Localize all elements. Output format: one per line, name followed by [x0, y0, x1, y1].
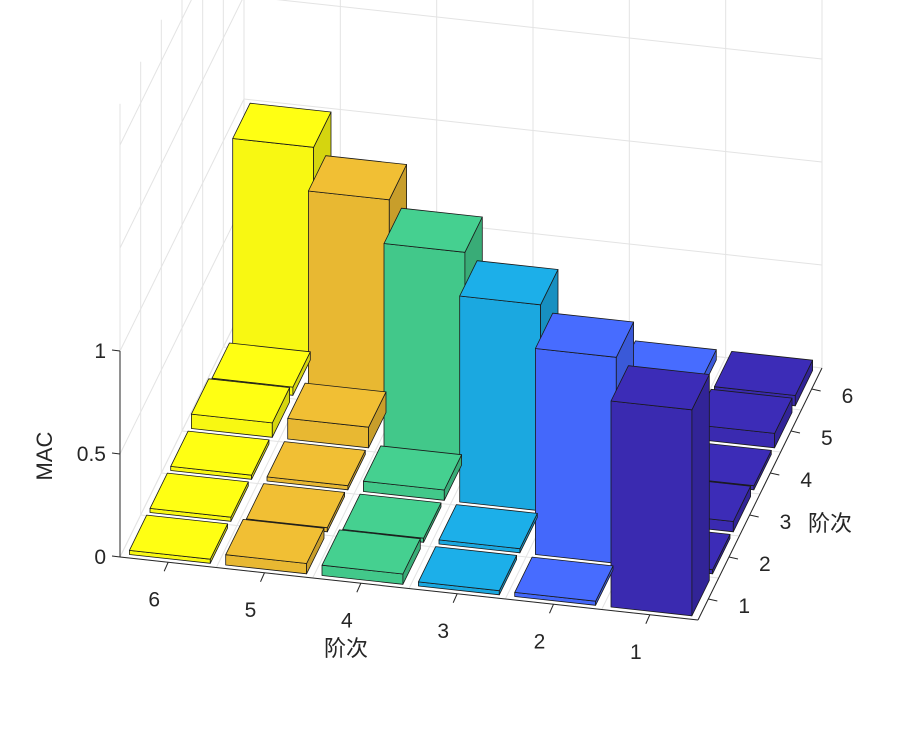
x-axis-label: 阶次	[324, 637, 368, 662]
bar-top-face	[307, 155, 408, 201]
bar-top-face	[459, 260, 559, 306]
y-tick-mark	[770, 472, 780, 476]
bar-top-face	[266, 441, 366, 487]
y-tick-label: 4	[800, 469, 812, 492]
bar-front-face	[383, 243, 466, 459]
x-tick-mark	[549, 604, 554, 614]
bar-front-face	[307, 190, 390, 407]
z-tick-label: 0	[94, 546, 106, 569]
z-tick-label: 1	[94, 340, 106, 363]
x-axis-line	[119, 556, 699, 621]
bar-x6-y4	[190, 378, 291, 438]
z-tick-mark	[111, 555, 121, 558]
bar-x5-y1	[225, 519, 325, 575]
y-axis-label: 阶次	[808, 512, 852, 537]
y-tick-mark	[749, 514, 759, 518]
x-tick-mark	[260, 572, 265, 582]
y-axis-line	[697, 367, 823, 621]
bar-top-face	[417, 546, 517, 592]
bar-x6-y3	[170, 430, 270, 480]
bar-top-face	[714, 350, 813, 396]
z-tick-mark	[111, 452, 121, 455]
bar-x5-y4	[287, 382, 387, 449]
bar-top-face	[362, 445, 463, 491]
bar-top-face	[610, 365, 710, 411]
bar-top-face	[514, 556, 614, 602]
bar-top-face	[342, 493, 442, 539]
x-tick-mark	[645, 614, 651, 624]
y-tick-label: 1	[738, 595, 750, 618]
bar-top-face	[170, 430, 270, 476]
label-layer: MAC 阶次 阶次	[32, 431, 852, 662]
x-tick-mark	[163, 562, 169, 572]
z-tick-mark	[111, 349, 121, 352]
y-tick-mark	[811, 388, 821, 392]
bar-top-face	[149, 472, 249, 518]
bar-x1-y5	[693, 388, 793, 449]
bar-x1-y1	[610, 365, 710, 617]
bar-x4-y3	[362, 445, 463, 501]
bar-x4-y1	[321, 529, 421, 585]
x-tick-label: 1	[630, 641, 642, 664]
bar-x3-y2	[438, 504, 538, 554]
y-tick-mark	[790, 430, 801, 434]
bar-top-face	[232, 102, 332, 148]
bar-front-face	[459, 295, 541, 512]
y-tick-label: 6	[842, 385, 854, 408]
bar-x3-y1	[417, 546, 517, 596]
bar-front-face	[232, 138, 315, 354]
x-tick-label: 5	[245, 599, 257, 622]
bar-top-face	[245, 483, 346, 529]
bar-x5-y3	[266, 441, 366, 491]
y-tick-label: 2	[759, 553, 771, 576]
y-tick-label: 3	[780, 511, 792, 534]
bar-top-face	[225, 519, 325, 564]
bar-x6-y2	[149, 472, 249, 522]
bar-top-face	[128, 514, 229, 560]
bar-front-face	[535, 348, 617, 564]
x-tick-label: 2	[534, 630, 546, 653]
bar-top-face	[383, 207, 483, 253]
x-tick-mark	[452, 593, 458, 603]
y-tick-mark	[708, 598, 718, 602]
z-axis-label: MAC	[32, 431, 57, 480]
y-tick-label: 5	[821, 427, 833, 450]
x-tick-label: 3	[437, 620, 449, 643]
x-tick-mark	[356, 583, 362, 593]
bar-side-face	[691, 374, 710, 617]
bar-top-face	[190, 378, 291, 424]
bar-top-face	[211, 342, 311, 388]
bar-top-face	[535, 312, 634, 358]
bar-x2-y1	[514, 556, 614, 606]
x-tick-label: 4	[341, 609, 353, 632]
bar-front-face	[610, 400, 693, 617]
z-tick-label: 0.5	[77, 443, 106, 466]
bar-top-face	[438, 504, 538, 550]
y-tick-mark	[728, 556, 739, 560]
x-tick-label: 6	[148, 588, 160, 611]
bar-x6-y1	[128, 514, 229, 564]
bar-layer	[128, 102, 813, 617]
bar-top-face	[321, 529, 421, 575]
bar-top-face	[287, 382, 387, 428]
